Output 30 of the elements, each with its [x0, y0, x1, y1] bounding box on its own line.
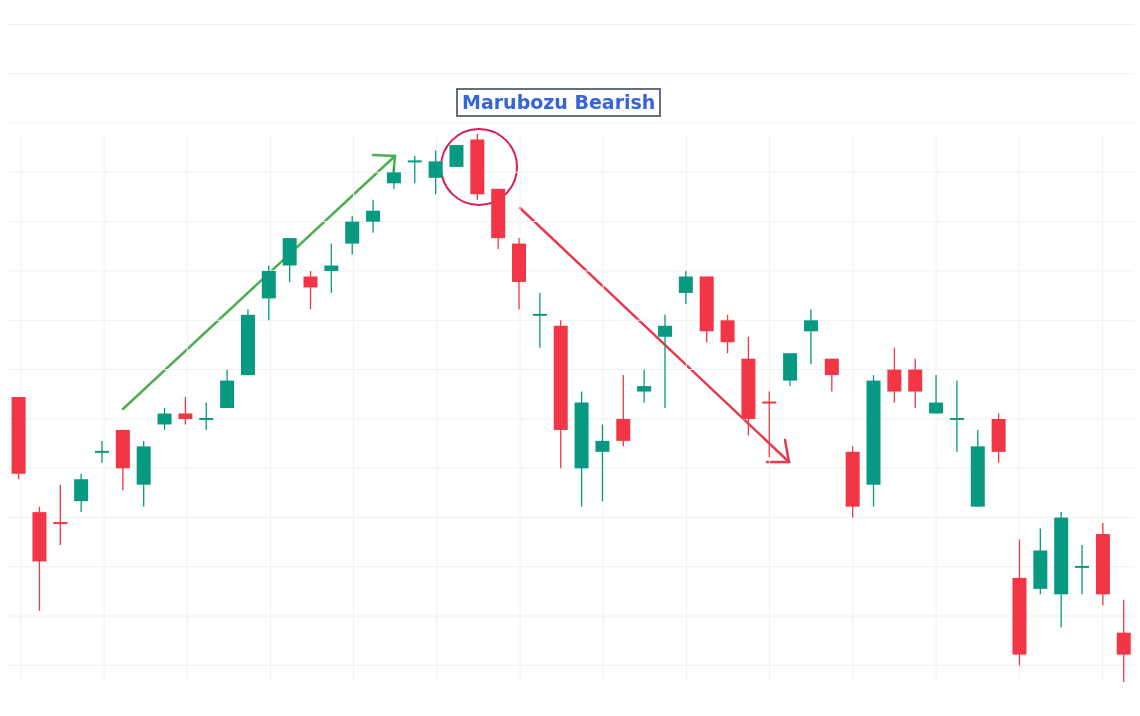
candlestick: [199, 401, 214, 431]
candlestick: [595, 423, 610, 502]
candlestick: [94, 440, 109, 464]
candlestick: [929, 374, 944, 415]
candlestick: [53, 484, 68, 546]
candlestick: [324, 242, 339, 294]
candlestick: [303, 270, 318, 311]
candlestick: [657, 314, 672, 409]
candlestick: [345, 215, 360, 256]
candlestick: [407, 155, 422, 184]
candlestick: [386, 166, 401, 190]
candlestick: [887, 347, 902, 404]
candlestick: [74, 473, 89, 513]
candlestick: [428, 149, 443, 195]
candlestick: [1116, 599, 1131, 682]
candlestick: [366, 199, 381, 234]
candlestick: [949, 379, 964, 453]
candlestick: [157, 407, 172, 431]
text: Marubozu Bearish: [456, 88, 662, 117]
candlestick: [178, 396, 193, 426]
candlestick: [637, 368, 652, 404]
candlestick: [762, 390, 777, 458]
candlestick: [803, 308, 818, 365]
candlestick: [824, 358, 839, 393]
candlestick: [720, 314, 735, 354]
candlestick: [678, 270, 693, 305]
candlestick: [1075, 544, 1090, 595]
candlestick: [532, 292, 547, 349]
candlestick: [908, 358, 923, 409]
candlestick: [616, 374, 631, 448]
